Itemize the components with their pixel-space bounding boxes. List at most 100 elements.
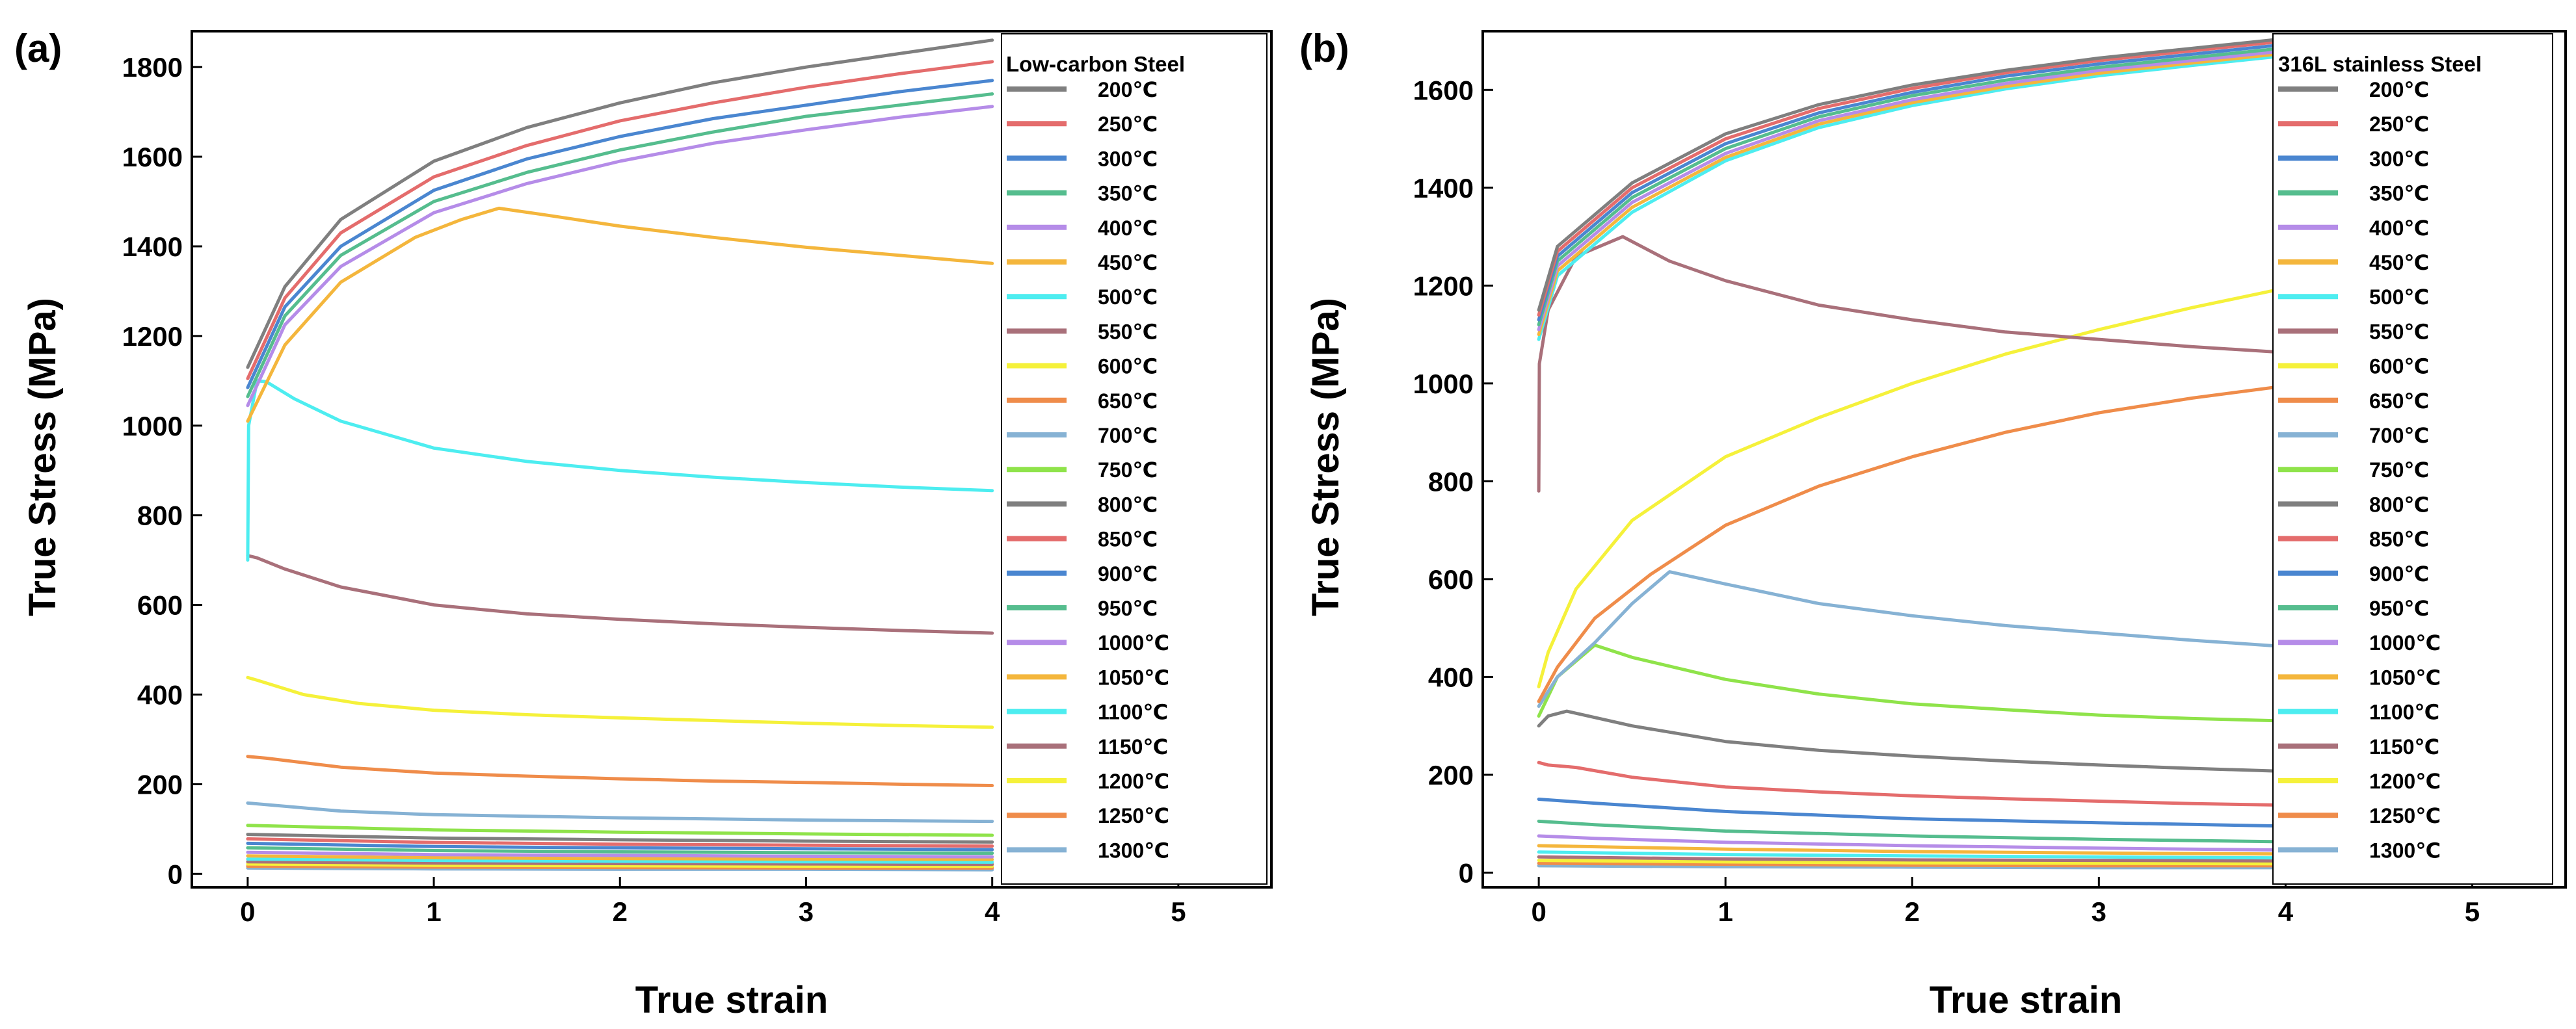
panel-a-legend-label: 650℃ [1098,389,1158,413]
panel-a-y-tick-label: 1800 [122,52,183,83]
panel-b-y-tick-label: 0 [1459,857,1474,888]
panel-b-series-450c [1537,51,2287,337]
panel-a-legend-label: 900℃ [1098,562,1158,586]
panel-a-series-650c [246,755,994,787]
panel-a-series-600c [246,675,994,729]
panel-b-legend-label: 1100℃ [2369,701,2439,724]
panel-a-legend-label: 600℃ [1098,355,1158,378]
panel-b-series-1300c [1537,864,2287,870]
panel-a-legend-label: 1000℃ [1098,631,1169,655]
panel-b-legend-label: 1300℃ [2369,839,2441,862]
panel-a-series-450c [246,206,994,423]
panel-a-legend-title: Low-carbon Steel [1006,52,1185,76]
panel-a-legend-label: 950℃ [1098,597,1158,620]
panel-b-legend-box [2272,33,2553,885]
panel-b-series-750c [1537,644,2287,723]
panel-b-legend-label: 550℃ [2369,320,2429,343]
panel-b-x-axis-title: True strain [1930,979,2123,1021]
panel-a-y-tick-label: 200 [137,769,183,800]
panel-a-y-tick-label: 1000 [122,411,183,441]
panel-a-legend-label: 750℃ [1098,458,1158,482]
panel-a-y-tick-label: 800 [137,501,183,531]
panel-b-legend-label: 450℃ [2369,251,2429,274]
panel-b-legend-label: 800℃ [2369,493,2429,516]
panel-a-series-750c [246,824,994,837]
panel-a-series-700c [246,801,994,824]
panel-a-series-900c [246,841,994,852]
panel-b-legend-label: 500℃ [2369,285,2429,309]
panel-b-legend-label: 900℃ [2369,562,2429,586]
panel-a-label: (a) [14,27,62,70]
panel-a-legend-label: 450℃ [1098,251,1158,274]
panel-a-legend-label: 500℃ [1098,285,1158,309]
panel-a-x-axis-title: True strain [635,979,829,1021]
panel-a-series-1050c [246,854,994,861]
panel-b-legend-label: 1150℃ [2369,735,2439,759]
panel-b-x-tick-label: 4 [2278,896,2294,927]
panel-b-ticks: 0 1 2 3 4 5 0 200 400 600 800 1000 1200 1400 1600 [1413,75,2480,927]
panel-b-legend-label: 850℃ [2369,528,2429,551]
panel-a-plot-frame [191,30,1273,889]
panel-a-x-tick-label: 2 [613,896,628,927]
panel-a-series-400c [246,105,994,408]
panel-a-legend-label: 1300℃ [1098,839,1169,862]
panel-a-legend-label: 1050℃ [1098,666,1169,689]
panel-a-x-tick-label: 5 [1171,896,1186,927]
panel-b-legend-label: 1200℃ [2369,770,2441,793]
panel-b-series [1537,36,2287,870]
panel-a-series-300c [246,79,994,389]
panel-a-y-tick-label: 400 [137,680,183,710]
panel-b-series-1000c [1537,834,2287,852]
panel-b-legend: 316L stainless Steel 200℃ 250℃ 300℃ 350℃ 400… [2272,33,2553,885]
panel-a-series-1200c [246,862,994,868]
panel-b-y-tick-label: 800 [1428,466,1474,497]
panel-a-legend-label: 1200℃ [1098,770,1169,793]
panel-a-legend-label: 800℃ [1098,493,1158,516]
panel-a-ticks: 0 1 2 3 4 5 0 200 400 600 800 1000 1200 1400 1600 1800 [122,52,1186,927]
panel-b-plot-frame [1481,30,2567,889]
panel-a-series-1000c [246,850,994,859]
panel-b-y-tick-label: 1000 [1413,369,1474,399]
panel-a-series-1150c [246,860,994,866]
panel-b-legend-label: 700℃ [2369,424,2429,447]
panel-a-y-axis-title: True Stress (MPa) [21,298,64,616]
panel-b-series-500c [1537,54,2287,341]
panel-b-x-tick-label: 5 [2465,896,2480,927]
panel-b-series-850c [1537,761,2287,807]
panel-b-y-tick-label: 400 [1428,662,1474,692]
panel-a-legend-label: 850℃ [1098,528,1158,551]
panel-b-series-300c [1537,42,2287,322]
panel-b-series-700c [1537,570,2287,708]
panel-a-y-tick-label: 600 [137,590,183,621]
panel-a-series-200c [246,38,994,369]
panel-a-series-550c [246,554,994,635]
panel-b-legend-label: 350℃ [2369,182,2429,205]
panel-b-series-400c [1537,49,2287,332]
panel-b-legend-label: 650℃ [2369,389,2429,413]
panel-b-series-550c [1537,235,2287,493]
panel-b-legend-label: 1250℃ [2369,804,2441,827]
panel-b-legend-items: 200℃ 250℃ 300℃ 350℃ 400℃ 450℃ 500℃ 550℃ 600℃ 650℃… [2278,78,2441,862]
panel-b-legend-label: 1050℃ [2369,666,2441,689]
panel-a-legend-items: 200℃ 250℃ 300℃ 350℃ 400℃ 450℃ 500℃ 550℃ 600℃ 650℃… [1007,78,1169,862]
panel-a-legend-label: 1150℃ [1098,735,1168,759]
panel-b-legend-label: 1000℃ [2369,631,2441,655]
panel-b-x-tick-label: 1 [1718,896,1733,927]
panel-b-series-800c [1537,709,2287,774]
panel-b-y-tick-label: 1600 [1413,75,1474,105]
panel-b-series-1250c [1537,861,2287,868]
panel-a-series [246,38,994,872]
panel-b-series-350c [1537,46,2287,326]
panel-a-legend-label: 1250℃ [1098,804,1169,827]
panel-b-series-950c [1537,819,2287,844]
panel-b-series-1200c [1537,859,2287,866]
panel-b-legend-label: 250℃ [2369,112,2429,136]
panel-a-series-950c [246,846,994,855]
panel-a-x-tick-label: 0 [240,896,255,927]
panel-a-x-tick-label: 4 [985,896,1000,927]
panel-b-x-tick-label: 2 [1905,896,1920,927]
panel-a-y-tick-label: 1400 [122,231,183,262]
